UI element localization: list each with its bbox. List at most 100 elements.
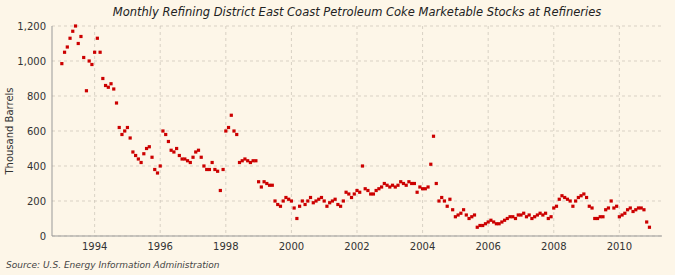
point bbox=[77, 42, 80, 45]
point bbox=[530, 217, 533, 220]
point bbox=[457, 213, 460, 216]
point bbox=[241, 159, 244, 162]
point bbox=[82, 56, 85, 59]
point bbox=[533, 215, 536, 218]
point bbox=[416, 191, 419, 194]
point bbox=[369, 192, 372, 195]
y-tick-label: 400 bbox=[27, 161, 46, 172]
point bbox=[620, 213, 623, 216]
point bbox=[221, 168, 224, 171]
point bbox=[560, 194, 563, 197]
x-grid-line bbox=[94, 26, 95, 236]
y-tick-label: 1,200 bbox=[17, 21, 46, 32]
point bbox=[588, 205, 591, 208]
source-note: Source: U.S. Energy Information Administ… bbox=[6, 260, 220, 270]
point bbox=[284, 196, 287, 199]
point bbox=[451, 208, 454, 211]
point bbox=[320, 196, 323, 199]
point bbox=[85, 89, 88, 92]
x-tick-label: 2010 bbox=[607, 241, 632, 252]
point bbox=[336, 203, 339, 206]
point bbox=[498, 222, 501, 225]
point bbox=[181, 157, 184, 160]
point bbox=[312, 201, 315, 204]
point bbox=[492, 220, 495, 223]
point bbox=[585, 196, 588, 199]
point bbox=[626, 208, 629, 211]
point bbox=[126, 126, 129, 129]
point bbox=[462, 208, 465, 211]
point bbox=[90, 63, 93, 66]
point bbox=[107, 86, 110, 89]
point bbox=[361, 164, 364, 167]
point bbox=[325, 205, 328, 208]
point bbox=[396, 184, 399, 187]
point bbox=[446, 205, 449, 208]
x-grid-line bbox=[291, 26, 292, 236]
x-tick-label: 1996 bbox=[147, 241, 172, 252]
point bbox=[410, 182, 413, 185]
point bbox=[208, 168, 211, 171]
point bbox=[503, 219, 506, 222]
point bbox=[569, 199, 572, 202]
point bbox=[202, 164, 205, 167]
point bbox=[618, 215, 621, 218]
point bbox=[323, 199, 326, 202]
point bbox=[437, 199, 440, 202]
point bbox=[607, 206, 610, 209]
point bbox=[593, 217, 596, 220]
point bbox=[448, 198, 451, 201]
point bbox=[528, 213, 531, 216]
point bbox=[429, 163, 432, 166]
point bbox=[238, 161, 241, 164]
point bbox=[224, 129, 227, 132]
point bbox=[435, 182, 438, 185]
y-tick-label: 200 bbox=[27, 196, 46, 207]
point bbox=[331, 199, 334, 202]
axes: 02004006008001,0001,20019941996199820002… bbox=[17, 21, 662, 252]
point bbox=[249, 161, 252, 164]
point bbox=[558, 198, 561, 201]
point bbox=[571, 205, 574, 208]
point bbox=[317, 198, 320, 201]
point bbox=[465, 213, 468, 216]
point bbox=[172, 150, 175, 153]
point bbox=[525, 215, 528, 218]
point bbox=[418, 185, 421, 188]
point bbox=[109, 82, 112, 85]
point bbox=[388, 185, 391, 188]
y-grid-line bbox=[52, 96, 662, 97]
point bbox=[487, 220, 490, 223]
point bbox=[377, 187, 380, 190]
point bbox=[549, 215, 552, 218]
point bbox=[604, 208, 607, 211]
x-tick-label: 2000 bbox=[279, 241, 304, 252]
point bbox=[566, 198, 569, 201]
point bbox=[432, 135, 435, 138]
point bbox=[273, 199, 276, 202]
point bbox=[555, 205, 558, 208]
point bbox=[279, 205, 282, 208]
point bbox=[161, 129, 164, 132]
point bbox=[508, 215, 511, 218]
grid bbox=[52, 26, 662, 236]
point bbox=[399, 180, 402, 183]
point bbox=[372, 192, 375, 195]
point bbox=[148, 145, 151, 148]
point bbox=[120, 133, 123, 136]
point bbox=[596, 217, 599, 220]
point bbox=[68, 37, 71, 40]
point bbox=[394, 185, 397, 188]
point bbox=[517, 213, 520, 216]
point bbox=[454, 215, 457, 218]
x-grid-line bbox=[488, 26, 489, 236]
point bbox=[440, 196, 443, 199]
point bbox=[350, 196, 353, 199]
point bbox=[60, 62, 63, 65]
point bbox=[93, 51, 96, 54]
point bbox=[243, 157, 246, 160]
point bbox=[637, 206, 640, 209]
point bbox=[268, 184, 271, 187]
point bbox=[634, 208, 637, 211]
point bbox=[579, 194, 582, 197]
